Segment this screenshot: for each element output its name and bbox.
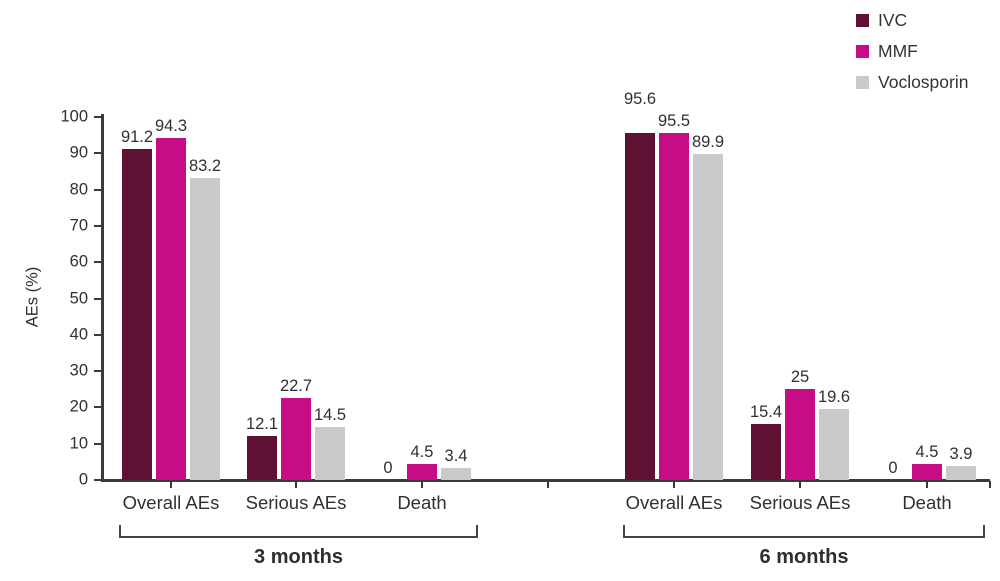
x-tick (421, 481, 423, 488)
bar (659, 133, 689, 480)
y-tick (94, 442, 102, 445)
bar (315, 427, 345, 480)
legend-item-voclosporin: Voclosporin (856, 67, 968, 98)
y-tick (94, 261, 102, 264)
category-label: Overall AEs (122, 492, 220, 513)
x-tick (170, 481, 172, 488)
value-label: 89.9 (691, 132, 725, 151)
value-label: 15.4 (749, 403, 783, 422)
x-tick (547, 481, 549, 488)
y-tick (94, 188, 102, 191)
y-tick (94, 333, 102, 336)
value-label: 4.5 (410, 442, 434, 461)
y-tick-label: 60 (69, 252, 88, 271)
bar (190, 177, 220, 480)
y-tick (94, 406, 102, 409)
value-label: 19.6 (817, 387, 851, 406)
category-label: Death (902, 492, 952, 513)
y-tick (94, 224, 102, 227)
bar (441, 467, 471, 480)
bar (625, 132, 655, 480)
bar (819, 408, 849, 480)
y-tick-label: 80 (69, 180, 88, 199)
x-tick (989, 481, 991, 488)
value-label: 3.9 (949, 444, 973, 463)
group-bracket-end (119, 524, 121, 538)
value-label: 0 (888, 459, 898, 477)
category-label: Serious AEs (749, 492, 851, 513)
bar (912, 463, 942, 480)
group-bracket (119, 536, 478, 538)
bar (785, 389, 815, 480)
x-tick (799, 481, 801, 488)
value-label: 4.5 (915, 442, 939, 461)
value-label: 95.6 (623, 89, 657, 108)
legend-item-ivc: IVC (856, 5, 968, 36)
legend-label-ivc: IVC (878, 10, 908, 30)
y-tick-label: 30 (69, 361, 88, 380)
y-tick (94, 152, 102, 155)
y-tick (94, 116, 102, 118)
bar (122, 148, 152, 480)
y-tick-label: 0 (78, 470, 88, 489)
category-label: Death (397, 492, 447, 513)
legend-swatch-ivc-icon (856, 14, 869, 27)
value-label: 25 (790, 368, 810, 387)
y-tick-label: 20 (69, 397, 88, 416)
x-axis-line (101, 478, 990, 482)
y-tick-label: 40 (69, 325, 88, 344)
group-label: 3 months (254, 546, 343, 568)
value-label: 22.7 (279, 376, 313, 395)
bar (247, 436, 277, 480)
y-tick (94, 297, 102, 300)
group-bracket (623, 536, 985, 538)
y-tick-label: 50 (69, 289, 88, 307)
x-tick (926, 481, 928, 488)
y-tick (94, 479, 102, 481)
y-tick-label: 70 (69, 216, 88, 235)
legend-label-mmf: MMF (878, 41, 918, 61)
bar (693, 153, 723, 480)
y-tick (94, 370, 102, 373)
y-axis-line (101, 114, 104, 480)
y-tick-label: 90 (69, 143, 88, 162)
bar (751, 424, 781, 480)
group-label: 6 months (759, 546, 849, 568)
bar (407, 463, 437, 480)
value-label: 95.5 (657, 112, 691, 131)
legend: IVC MMF Voclosporin (856, 5, 968, 98)
bar (156, 137, 186, 480)
legend-swatch-mmf-icon (856, 45, 869, 58)
group-bracket-end (476, 524, 478, 538)
category-label: Overall AEs (625, 492, 723, 513)
y-tick-label: 10 (69, 434, 88, 453)
value-label: 94.3 (154, 116, 188, 135)
value-label: 83.2 (188, 156, 222, 175)
legend-label-voclosporin: Voclosporin (878, 72, 969, 92)
group-bracket-end (983, 524, 985, 538)
value-label: 0 (383, 459, 393, 477)
bar (281, 397, 311, 480)
legend-swatch-voclosporin-icon (856, 76, 869, 89)
y-tick-label: 100 (60, 107, 88, 126)
value-label: 91.2 (120, 127, 154, 146)
value-label: 14.5 (313, 406, 347, 425)
legend-item-mmf: MMF (856, 36, 968, 67)
x-tick (295, 481, 297, 488)
bar (946, 465, 976, 480)
x-tick (673, 481, 675, 488)
group-bracket-end (623, 524, 625, 538)
value-label: 3.4 (444, 446, 468, 465)
category-label: Serious AEs (245, 492, 347, 513)
value-label: 12.1 (245, 415, 279, 434)
